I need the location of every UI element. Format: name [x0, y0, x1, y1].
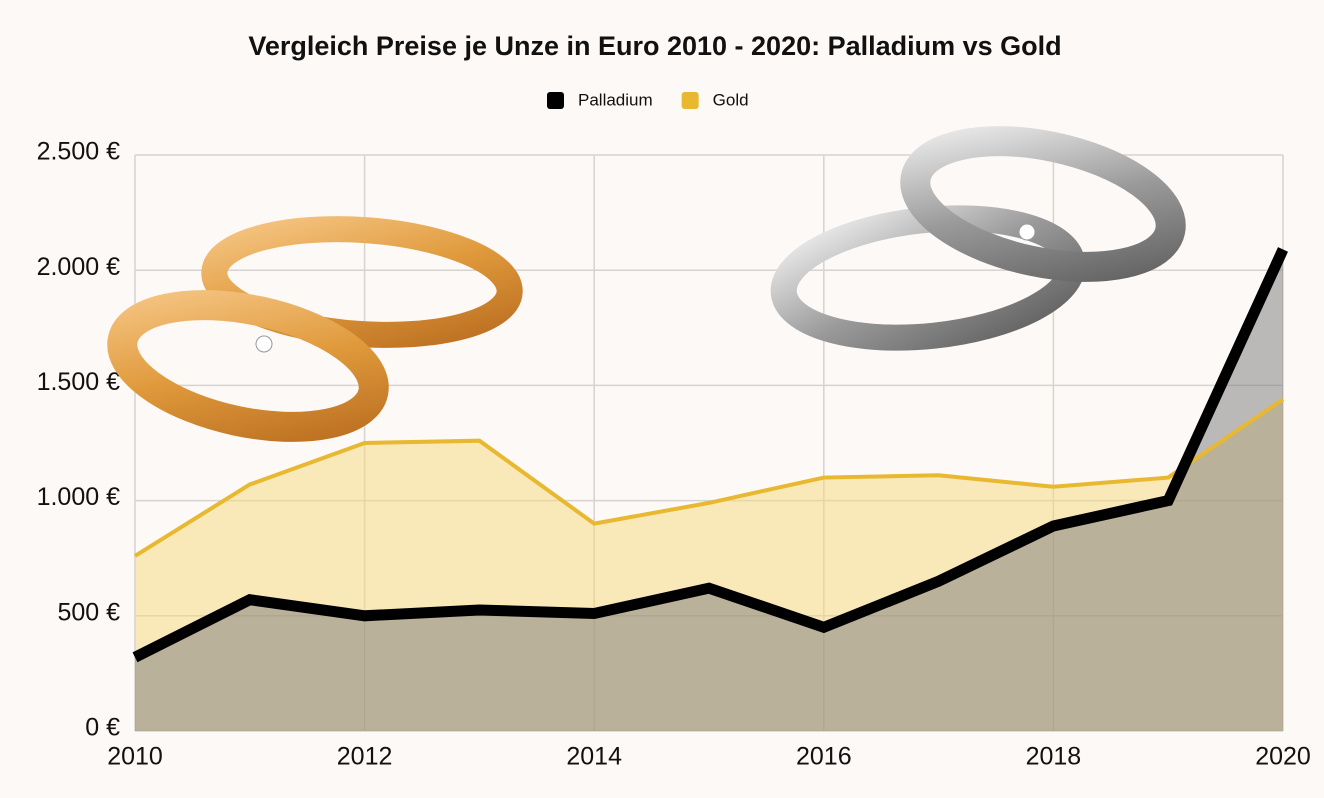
area-fill	[135, 249, 1283, 732]
y-tick-label: 2.000 €	[37, 253, 121, 281]
y-tick-label: 1.000 €	[37, 483, 121, 511]
ring-decoration-silver	[770, 126, 1186, 351]
legend-label: Gold	[713, 90, 749, 109]
legend-swatch	[681, 92, 699, 109]
x-tick-label: 2020	[1255, 743, 1311, 771]
y-tick-label: 2.500 €	[37, 138, 121, 166]
chart-title: Vergleich Preise je Unze in Euro 2010 - …	[248, 31, 1061, 61]
ring-decoration-gold	[107, 216, 523, 442]
y-tick-label: 1.500 €	[37, 368, 121, 396]
x-tick-label: 2010	[107, 743, 163, 771]
series-line	[132, 247, 1289, 663]
x-tick-label: 2014	[566, 743, 622, 771]
legend-swatch	[547, 92, 564, 109]
plot-area: 0 € 500 € 1.000 € 1.500 € 2.000 € 2.500 € 2010…	[37, 138, 1311, 771]
x-tick-label: 2018	[1026, 743, 1082, 771]
y-tick-label: 500 €	[57, 598, 120, 626]
x-tick-label: 2016	[796, 743, 852, 771]
x-tick-label: 2012	[337, 743, 393, 771]
y-tick-label: 0 €	[85, 714, 120, 742]
series-line	[133, 397, 1285, 558]
legend-label: Palladium	[578, 90, 653, 109]
